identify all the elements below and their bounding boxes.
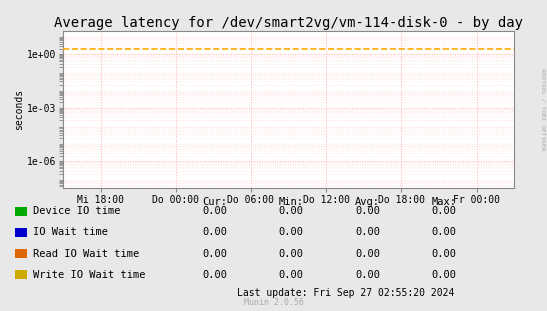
- Text: IO Wait time: IO Wait time: [33, 227, 108, 237]
- Text: 0.00: 0.00: [432, 206, 457, 216]
- Text: 0.00: 0.00: [432, 227, 457, 237]
- Text: Max:: Max:: [432, 197, 457, 207]
- Title: Average latency for /dev/smart2vg/vm-114-disk-0 - by day: Average latency for /dev/smart2vg/vm-114…: [54, 16, 523, 30]
- Text: Read IO Wait time: Read IO Wait time: [33, 248, 139, 258]
- Text: Min:: Min:: [278, 197, 304, 207]
- Text: 0.00: 0.00: [202, 248, 227, 258]
- Y-axis label: seconds: seconds: [14, 89, 24, 130]
- Text: Avg:: Avg:: [355, 197, 380, 207]
- Text: 0.00: 0.00: [202, 206, 227, 216]
- Text: 0.00: 0.00: [202, 227, 227, 237]
- Text: RRDTOOL / TOBI OETIKER: RRDTOOL / TOBI OETIKER: [540, 67, 546, 150]
- Text: Device IO time: Device IO time: [33, 206, 120, 216]
- Text: 0.00: 0.00: [202, 270, 227, 280]
- Text: 0.00: 0.00: [432, 248, 457, 258]
- Text: 0.00: 0.00: [278, 227, 304, 237]
- Text: 0.00: 0.00: [432, 270, 457, 280]
- Text: 0.00: 0.00: [355, 248, 380, 258]
- Text: 0.00: 0.00: [278, 248, 304, 258]
- Text: Munin 2.0.56: Munin 2.0.56: [243, 298, 304, 307]
- Text: 0.00: 0.00: [278, 206, 304, 216]
- Text: Cur:: Cur:: [202, 197, 227, 207]
- Text: 0.00: 0.00: [355, 206, 380, 216]
- Text: 0.00: 0.00: [278, 270, 304, 280]
- Text: Last update: Fri Sep 27 02:55:20 2024: Last update: Fri Sep 27 02:55:20 2024: [237, 288, 454, 298]
- Text: 0.00: 0.00: [355, 227, 380, 237]
- Text: 0.00: 0.00: [355, 270, 380, 280]
- Text: Write IO Wait time: Write IO Wait time: [33, 270, 146, 280]
